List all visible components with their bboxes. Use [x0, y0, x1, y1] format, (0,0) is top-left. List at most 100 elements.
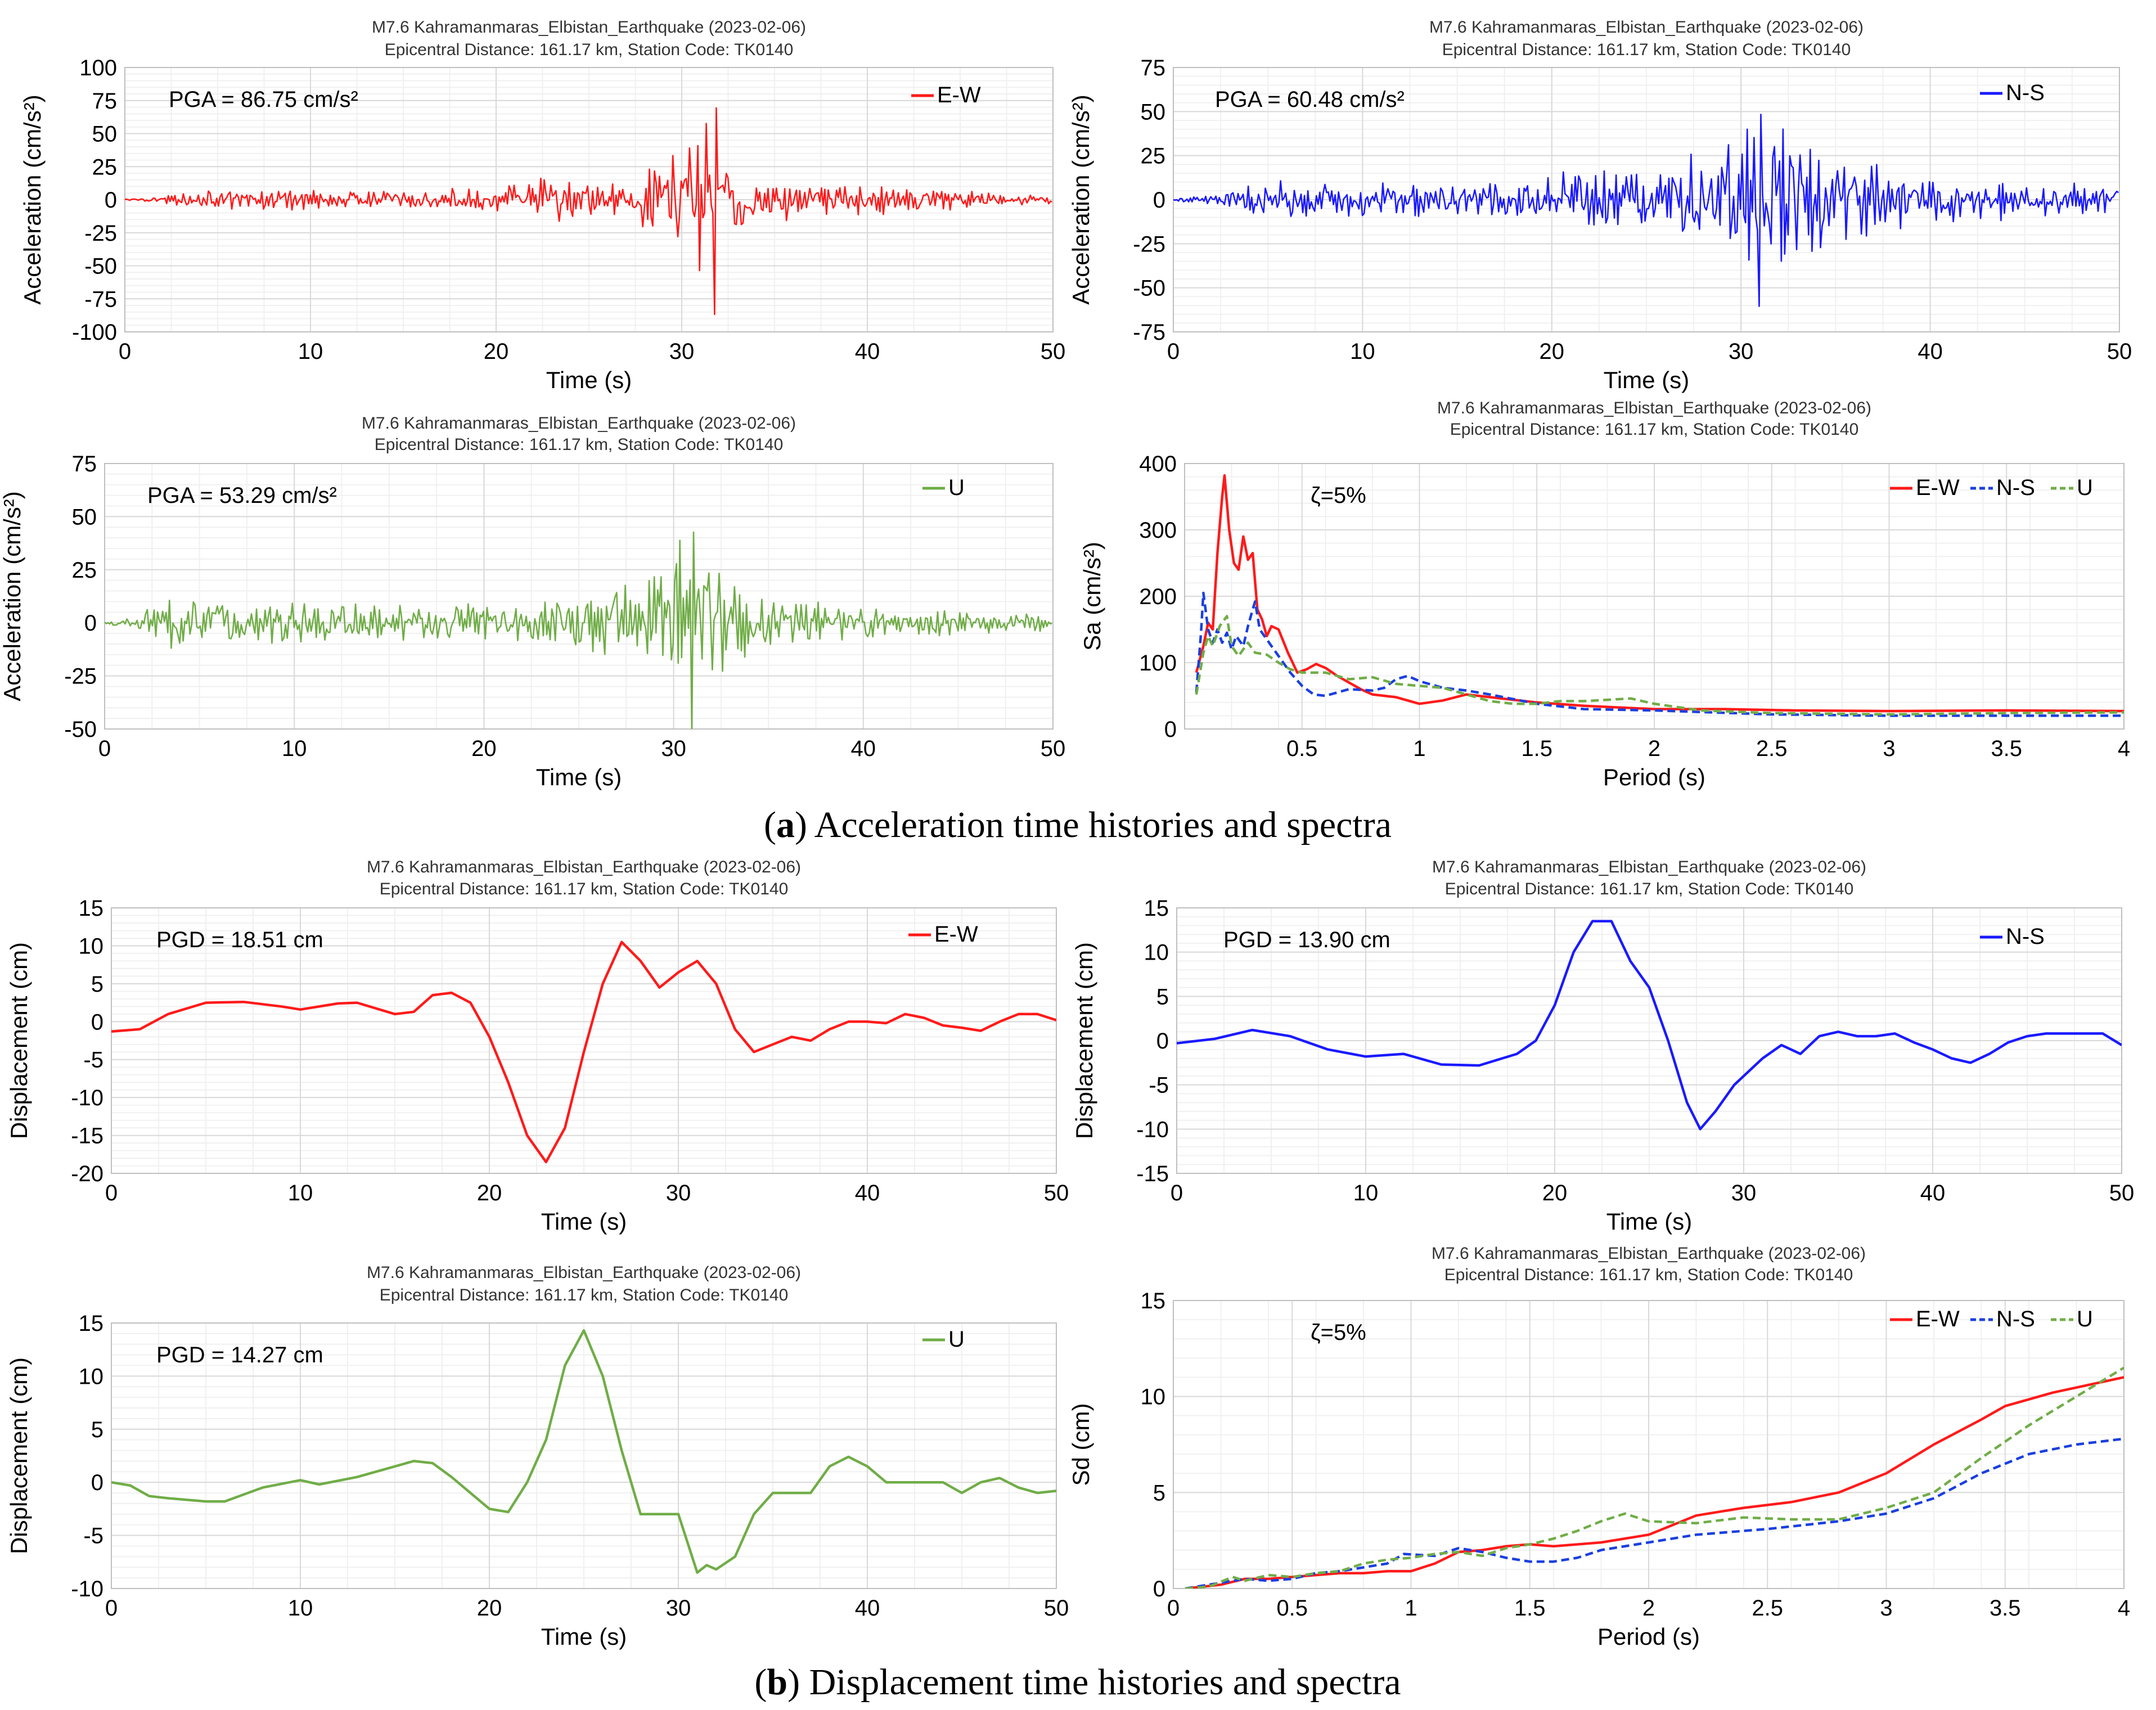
peak-annotation: PGA = 53.29 cm/s² — [147, 483, 337, 508]
y-axis-label: Acceleration (cm/s²) — [0, 491, 25, 701]
y-tick-label: 0 — [1164, 717, 1177, 742]
series-line-u — [1185, 1366, 2124, 1588]
peak-annotation: ζ=5% — [1311, 1320, 1366, 1345]
series-line-u — [105, 531, 1052, 729]
y-tick-label: -75 — [84, 287, 117, 312]
series-line-e-w — [1195, 474, 2124, 713]
x-tick-label: 0.5 — [1276, 1596, 1308, 1621]
y-tick-label: 0 — [1153, 188, 1165, 213]
y-tick-label: 5 — [91, 1418, 103, 1442]
y-tick-label: 5 — [1156, 984, 1169, 1009]
legend-label: E-W — [934, 922, 978, 947]
x-axis-label: Period (s) — [1597, 1623, 1700, 1650]
legend-label: E-W — [1916, 1307, 1960, 1331]
chart-title: M7.6 Kahramanmaras_Elbistan_Earthquake (… — [367, 1263, 801, 1282]
plot-frame — [1184, 463, 2125, 730]
y-tick-label: -10 — [1136, 1117, 1169, 1142]
x-tick-label: 30 — [1729, 339, 1754, 364]
y-tick-label: 15 — [79, 896, 104, 921]
series-line-e-w — [111, 940, 1056, 1164]
x-tick-label: 30 — [666, 1596, 691, 1621]
plot-frame — [111, 907, 1057, 1174]
legend-label: N-S — [2006, 80, 2045, 105]
x-axis-label: Time (s) — [541, 1208, 627, 1235]
chart-subtitle: Epicentral Distance: 161.17 km, Station … — [1445, 880, 1854, 898]
panel-accel-ns: 0 10 20 30 40 50 75 50 25 0 -25 -50 -75 M7.6 Kahraman… — [1068, 18, 2132, 393]
y-tick-label: 25 — [72, 558, 97, 583]
peak-annotation: ζ=5% — [1311, 483, 1366, 508]
y-tick-label: -50 — [84, 254, 117, 279]
x-tick-label: 2 — [1642, 1596, 1655, 1621]
y-tick-label: 10 — [79, 934, 104, 958]
x-tick-label: 1.5 — [1514, 1596, 1546, 1621]
x-tick-label: 20 — [1540, 339, 1565, 364]
plot-frame — [1176, 907, 2122, 1174]
x-tick-label: 50 — [1041, 736, 1066, 761]
y-tick-label: -15 — [1136, 1162, 1169, 1186]
x-tick-label: 40 — [1920, 1181, 1946, 1205]
y-tick-label: 5 — [1153, 1480, 1165, 1505]
plot-frame — [1173, 67, 2120, 332]
x-tick-label: 0 — [119, 339, 131, 364]
y-tick-label: -15 — [71, 1124, 103, 1149]
y-axis-label: Displacement (cm) — [6, 1357, 32, 1554]
y-tick-label: 0 — [1153, 1577, 1165, 1601]
y-tick-label: 200 — [1139, 584, 1177, 609]
legend-label: N-S — [1996, 475, 2035, 500]
series-line-n-s — [1195, 591, 2124, 717]
y-axis-label: Acceleration (cm/s²) — [1068, 94, 1094, 304]
caption-b-open: ( — [754, 1662, 767, 1703]
y-tick-label: 10 — [79, 1364, 104, 1389]
series-line-e-w — [125, 107, 1052, 316]
y-axis-label: Sd (cm) — [1068, 1403, 1094, 1486]
y-tick-label: -50 — [1133, 276, 1165, 301]
x-tick-label: 0 — [1167, 339, 1180, 364]
series-group — [1173, 114, 2119, 307]
x-tick-label: 0 — [105, 1596, 118, 1621]
caption-a-open: ( — [764, 804, 776, 845]
x-tick-label: 40 — [855, 339, 880, 364]
x-tick-label: 0.5 — [1286, 736, 1318, 761]
y-tick-label: -5 — [83, 1524, 103, 1549]
y-tick-label: 300 — [1139, 518, 1177, 543]
x-tick-label: 0 — [1167, 1596, 1180, 1621]
y-tick-label: 15 — [1144, 896, 1169, 921]
x-axis-label: Time (s) — [1606, 1208, 1692, 1235]
caption-a: (a) Acceleration time histories and spec… — [764, 804, 1392, 845]
y-tick-label: -20 — [71, 1162, 103, 1186]
y-tick-label: -25 — [64, 664, 97, 689]
x-tick-label: 50 — [2107, 339, 2132, 364]
plot-frame — [104, 463, 1054, 730]
x-tick-label: 50 — [1044, 1596, 1069, 1621]
y-tick-label: 50 — [72, 505, 97, 529]
legend-label: U — [948, 475, 965, 500]
series-line-n-s — [1173, 114, 2119, 307]
y-tick-label: -10 — [71, 1577, 103, 1601]
x-tick-label: 40 — [855, 1181, 880, 1205]
x-tick-label: 4 — [2118, 736, 2130, 761]
chart-subtitle: Epicentral Distance: 161.17 km, Station … — [380, 880, 789, 898]
series-line-n-s — [1185, 1437, 2124, 1588]
x-tick-label: 50 — [2109, 1181, 2135, 1205]
chart-title: M7.6 Kahramanmaras_Elbistan_Earthquake (… — [1432, 858, 1866, 876]
peak-annotation: PGD = 13.90 cm — [1223, 928, 1390, 952]
y-tick-label: -100 — [72, 320, 117, 345]
x-tick-label: 40 — [855, 1596, 880, 1621]
x-tick-label: 2.5 — [1756, 736, 1788, 761]
caption-b: (b) Displacement time histories and spec… — [754, 1662, 1401, 1703]
chart-subtitle: Epicentral Distance: 161.17 km, Station … — [375, 435, 784, 454]
y-tick-label: 0 — [84, 611, 97, 636]
series-line-n-s — [1177, 920, 2122, 1131]
y-tick-label: -25 — [84, 221, 117, 246]
y-tick-label: 15 — [1141, 1289, 1166, 1313]
y-tick-label: 25 — [92, 155, 118, 179]
y-tick-label: 0 — [1156, 1029, 1169, 1054]
caption-a-text: ) Acceleration time histories and spectr… — [795, 804, 1392, 845]
series-group — [1195, 474, 2124, 717]
y-tick-label: 100 — [79, 56, 117, 80]
series-group — [1177, 920, 2122, 1131]
x-tick-label: 2.5 — [1752, 1596, 1783, 1621]
y-tick-label: 75 — [72, 452, 97, 476]
x-tick-label: 30 — [666, 1181, 691, 1205]
